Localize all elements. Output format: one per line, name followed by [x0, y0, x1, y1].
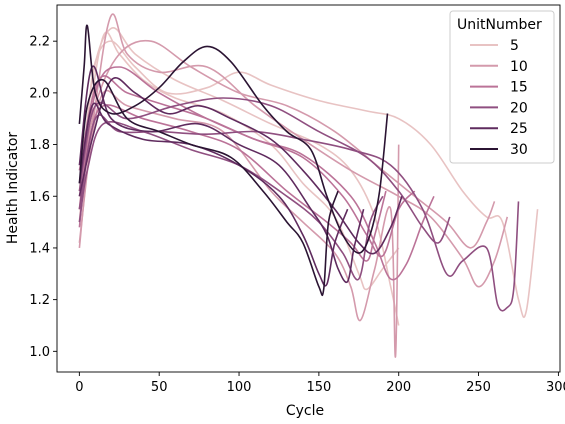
x-tick-label: 300 [546, 380, 565, 395]
legend-label: 15 [510, 80, 528, 96]
legend-label: 10 [510, 59, 528, 75]
y-tick-label: 2.0 [29, 86, 50, 101]
legend-box [449, 10, 555, 164]
x-tick-label: 0 [75, 380, 83, 395]
legend-label: 20 [510, 100, 528, 116]
series-line [78, 27, 400, 326]
legend-entry: 25 [470, 121, 528, 137]
y-tick-label: 2.2 [29, 35, 50, 50]
legend-title: UnitNumber [457, 17, 542, 33]
x-tick-label: 200 [386, 380, 411, 395]
series-line [78, 77, 403, 255]
legend-entry: 20 [470, 100, 528, 116]
series-line [78, 65, 365, 284]
legend-entry: 15 [470, 80, 528, 96]
x-tick-label: 250 [466, 380, 491, 395]
y-axis-label: Health Indicator [5, 132, 21, 245]
legend-entry: 10 [470, 59, 528, 75]
x-tick-label: 50 [151, 380, 168, 395]
series-line [78, 102, 349, 287]
y-tick-label: 1.6 [29, 190, 50, 205]
legend-label: 25 [510, 121, 528, 137]
series-line [78, 24, 389, 254]
y-axis-ticks: 1.0 1.2 1.4 1.6 1.8 2.0 2.2 [29, 35, 57, 360]
series-line [78, 78, 339, 297]
series-line [78, 114, 520, 312]
y-tick-label: 1.0 [29, 345, 50, 360]
series-line [78, 75, 435, 281]
series-line [78, 13, 509, 288]
series-line [78, 120, 384, 281]
series-layer [78, 13, 539, 358]
series-line [78, 40, 539, 318]
y-tick-label: 1.4 [29, 241, 50, 256]
legend-label: 30 [510, 142, 528, 158]
y-tick-label: 1.8 [29, 138, 50, 153]
x-tick-label: 100 [227, 380, 252, 395]
legend: UnitNumber 5 10 15 20 25 30 [449, 10, 555, 164]
legend-items: 5 10 15 20 25 30 [470, 38, 528, 158]
series-line [78, 39, 496, 249]
legend-entry: 30 [470, 142, 528, 158]
legend-entry: 5 [470, 38, 519, 54]
plot-frame [56, 4, 561, 373]
x-axis-ticks: 0 50 100 150 200 250 300 [75, 372, 565, 395]
series-line [78, 89, 400, 358]
x-tick-label: 150 [306, 380, 331, 395]
series-line [78, 104, 387, 262]
x-axis-label: Cycle [286, 403, 324, 419]
y-tick-label: 1.2 [29, 293, 50, 308]
legend-label: 5 [510, 38, 519, 54]
